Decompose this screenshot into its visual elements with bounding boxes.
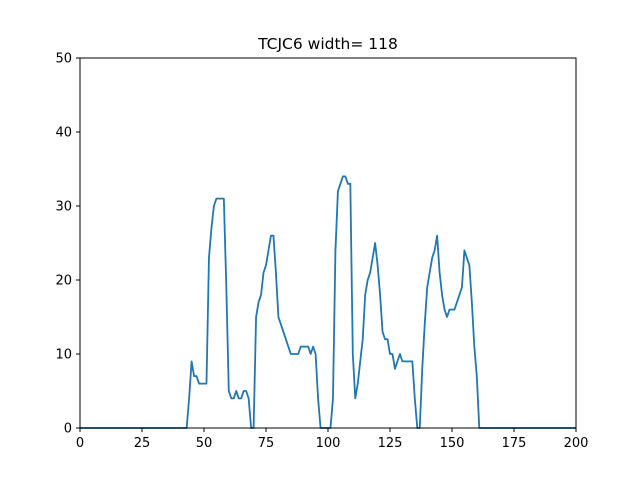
y-tick-label: 40: [55, 126, 72, 141]
x-tick-label: 150: [440, 436, 465, 451]
y-tick-label: 10: [55, 348, 72, 363]
series-line: [80, 175, 576, 429]
x-tick-label: 200: [564, 436, 589, 451]
y-tick-label: 0: [64, 422, 72, 437]
y-tick-label: 50: [55, 52, 72, 67]
y-tick-label: 20: [55, 274, 72, 289]
x-tick-label: 50: [196, 436, 213, 451]
x-tick-label: 25: [134, 436, 151, 451]
x-tick-label: 175: [502, 436, 527, 451]
x-tick-label: 0: [76, 436, 84, 451]
chart-title: TCJC6 width= 118: [257, 35, 398, 53]
x-tick-label: 125: [378, 436, 403, 451]
y-tick-label: 30: [55, 200, 72, 215]
x-tick-label: 75: [258, 436, 275, 451]
x-tick-label: 100: [316, 436, 341, 451]
